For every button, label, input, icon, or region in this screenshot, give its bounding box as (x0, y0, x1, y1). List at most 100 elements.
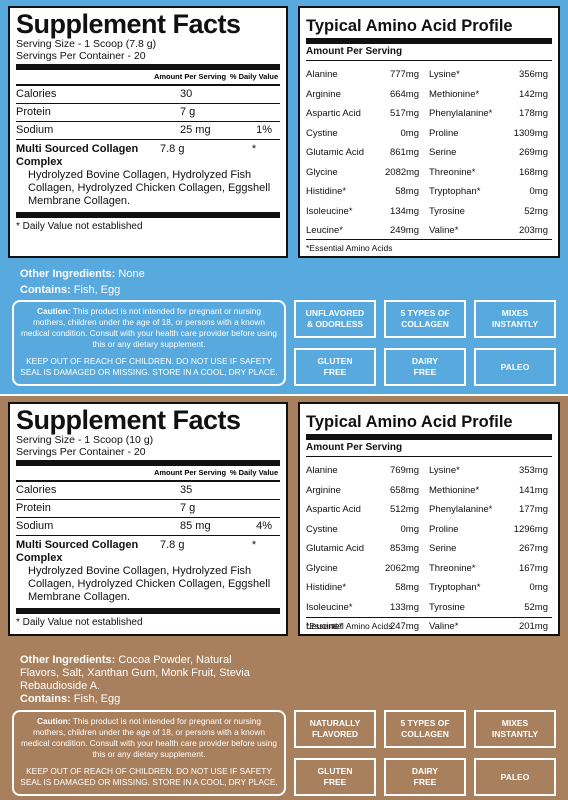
amino-name: Alanine (306, 465, 338, 476)
supplement-facts-box: Supplement Facts Serving Size - 1 Scoop … (8, 6, 288, 258)
amino-row: Aspartic Acid 512mg (306, 500, 429, 520)
amino-name: Aspartic Acid (306, 504, 361, 515)
amino-acid-box: Typical Amino Acid Profile Amount Per Se… (298, 6, 560, 258)
amino-right-column: Lysine* 356mg Methionine* 142mg Phenylalanin… (429, 65, 552, 241)
amino-name: Glycine (306, 562, 338, 574)
amino-value: 658mg (389, 484, 419, 496)
amount-per-serving-header: Amount Per Serving (153, 72, 227, 81)
amino-row: Isoleucine* 133mg (306, 598, 429, 618)
amino-name: Leucine* (306, 621, 343, 632)
amino-value: 0mg (400, 523, 419, 535)
amino-value: 58mg (395, 582, 419, 593)
contains-value: Fish, Egg (70, 284, 121, 296)
facts-row-sodium: Sodium 85 mg 4% (16, 518, 280, 536)
caution-box: Caution: This product is not intended fo… (12, 300, 286, 386)
blend-amount: 7.8 g (160, 143, 185, 155)
collagen-complex-row: Multi Sourced Collagen Complex 7.8 g * (16, 536, 280, 565)
nutrient-dv (228, 104, 280, 121)
amino-row: Proline 1296mg (429, 520, 552, 540)
amino-name: Threonine* (429, 166, 476, 178)
amino-row: Lysine* 353mg (429, 461, 552, 481)
amino-name: Methionine* (429, 88, 480, 100)
serving-size: Serving Size - 1 Scoop (7.8 g) (16, 38, 157, 50)
amino-value: 664mg (389, 88, 419, 100)
contains-label: Contains: (20, 693, 71, 705)
amino-name: Alanine (306, 69, 338, 80)
amino-name: Glutamic Acid (306, 543, 365, 554)
facts-row-sodium: Sodium 25 mg 1% (16, 122, 280, 140)
nutrient-amount: 35 (180, 484, 193, 496)
amino-footnote: *Essential Amino Acids (306, 239, 552, 254)
amino-acid-box: Typical Amino Acid Profile Amount Per Se… (298, 402, 560, 636)
amino-value: 249mg (389, 225, 419, 236)
amino-row: Threonine* 167mg (429, 559, 552, 579)
servings-per-container: Servings Per Container - 20 (16, 446, 146, 458)
amino-row: Leucine* 249mg (306, 221, 429, 241)
unflavored-panel: Supplement Facts Serving Size - 1 Scoop … (0, 0, 568, 394)
amino-value: 247mg (389, 621, 419, 632)
amino-subtitle: Amount Per Serving (306, 38, 552, 61)
amino-row: Threonine* 168mg (429, 163, 552, 183)
amino-right-column: Lysine* 353mg Methionine* 141mg Phenylalanin… (429, 461, 552, 637)
amino-row: Arginine 658mg (306, 481, 429, 501)
amino-name: Valine* (429, 621, 459, 632)
caution-label: Caution: (37, 306, 71, 316)
amino-name: Leucine* (306, 225, 343, 236)
amino-row: Cystine 0mg (306, 124, 429, 144)
nutrient-amount: 7 g (180, 106, 196, 118)
blend-dv: * (251, 539, 257, 551)
amino-row: Methionine* 142mg (429, 85, 552, 105)
amino-name: Histidine* (306, 186, 347, 197)
amino-row: Methionine* 141mg (429, 481, 552, 501)
warning-text: KEEP OUT OF REACH OF CHILDREN. DO NOT US… (20, 356, 278, 377)
nutrient-name: Protein (16, 106, 51, 118)
amino-value: 512mg (389, 504, 419, 515)
amino-name: Serine (429, 147, 457, 158)
badge-paleo: PALEO (474, 348, 556, 386)
amino-name: Lysine* (429, 69, 460, 80)
badge-mixes-instantly: MIXES INSTANTLY (474, 710, 556, 748)
amino-row: Glycine 2082mg (306, 163, 429, 183)
amino-value: 0mg (529, 582, 548, 593)
badge-collagen-types: 5 TYPES OF COLLAGEN (384, 710, 466, 748)
amino-row: Histidine* 58mg (306, 182, 429, 202)
collagen-complex-row: Multi Sourced Collagen Complex 7.8 g * (16, 140, 280, 169)
amino-name: Phenylalanine* (429, 504, 493, 515)
amino-value: 133mg (389, 601, 419, 613)
caution-text: This product is not intended for pregnan… (21, 716, 277, 759)
other-ingredients-value: None (115, 268, 145, 280)
amino-value: 861mg (389, 147, 419, 158)
badge-unflavored: UNFLAVORED & ODORLESS (294, 300, 376, 338)
amino-row: Serine 267mg (429, 539, 552, 559)
amino-footnote: *Essential Amino Acids (306, 617, 552, 632)
contains-line: Contains: Fish, Egg (20, 693, 120, 706)
amino-value: 167mg (518, 562, 548, 574)
amino-row: Histidine* 58mg (306, 578, 429, 598)
blend-description: Hydrolyzed Bovine Collagen, Hydrolyzed F… (28, 565, 271, 603)
amino-value: 52mg (524, 601, 548, 613)
badge-dairy-free: DAIRY FREE (384, 758, 466, 796)
amino-name: Tyrosine (429, 601, 465, 613)
facts-row-calories: Calories 30 (16, 86, 280, 104)
servings-per-container: Servings Per Container - 20 (16, 50, 146, 62)
nutrient-amount: 30 (180, 88, 193, 100)
amino-name: Phenylalanine* (429, 108, 493, 119)
amino-name: Valine* (429, 225, 459, 236)
amino-name: Proline (429, 127, 459, 139)
amino-value: 267mg (518, 543, 548, 554)
amino-value: 177mg (518, 504, 548, 515)
amino-title: Typical Amino Acid Profile (306, 17, 513, 35)
other-ingredients-label: Other Ingredients: (20, 654, 116, 666)
nutrient-dv (228, 86, 280, 103)
amino-name: Arginine (306, 484, 341, 496)
amino-value: 0mg (529, 186, 548, 197)
nutrient-dv (228, 500, 280, 517)
amino-row: Glutamic Acid 853mg (306, 539, 429, 559)
amino-name: Tryptophan* (429, 186, 481, 197)
amino-row: Alanine 769mg (306, 461, 429, 481)
amino-value: 142mg (518, 88, 548, 100)
amino-left-column: Alanine 769mg Arginine 658mg Aspartic Acid 51… (306, 461, 429, 637)
amino-title: Typical Amino Acid Profile (306, 413, 513, 431)
amino-value: 356mg (518, 69, 548, 80)
amino-row: Tyrosine 52mg (429, 598, 552, 618)
